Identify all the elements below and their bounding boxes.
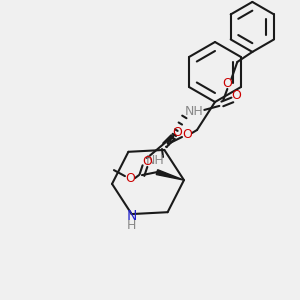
Text: NH: NH [146, 154, 164, 167]
Text: H: H [127, 219, 136, 232]
Text: N: N [127, 209, 137, 223]
Text: O: O [231, 89, 241, 102]
Text: O: O [142, 154, 152, 168]
Text: NH: NH [185, 105, 204, 119]
Text: O: O [172, 127, 182, 140]
Polygon shape [156, 170, 184, 180]
Text: O: O [222, 77, 232, 90]
Text: O: O [125, 172, 135, 184]
Text: O: O [182, 128, 192, 142]
